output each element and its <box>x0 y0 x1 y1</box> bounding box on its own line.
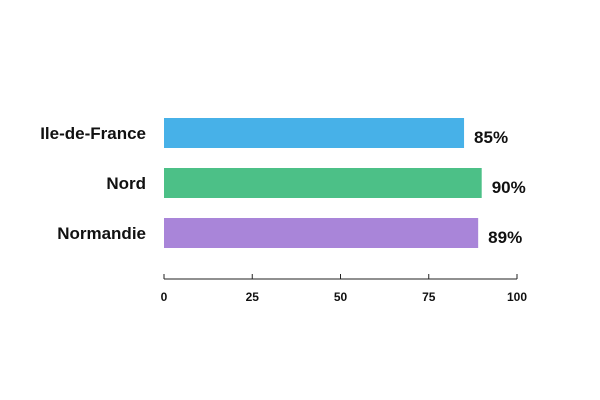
x-tick-label-25: 25 <box>246 290 260 304</box>
category-labels: Ile-de-France Nord Normandie <box>40 124 146 243</box>
value-label-ile-de-france: 85% <box>474 128 508 147</box>
category-label-nord: Nord <box>106 174 146 193</box>
x-tick-label-50: 50 <box>334 290 348 304</box>
value-label-normandie: 89% <box>488 228 522 247</box>
value-label-nord: 90% <box>492 178 526 197</box>
category-label-ile-de-france: Ile-de-France <box>40 124 146 143</box>
bars-group <box>164 118 482 248</box>
category-label-normandie: Normandie <box>57 224 146 243</box>
x-tick-label-100: 100 <box>507 290 527 304</box>
x-axis: 0 25 50 75 100 <box>161 274 527 304</box>
value-labels: 85% 90% 89% <box>474 128 526 247</box>
x-tick-label-75: 75 <box>422 290 436 304</box>
bar-nord <box>164 168 482 198</box>
bar-normandie <box>164 218 479 248</box>
x-tick-label-0: 0 <box>161 290 168 304</box>
bar-ile-de-france <box>164 118 465 148</box>
